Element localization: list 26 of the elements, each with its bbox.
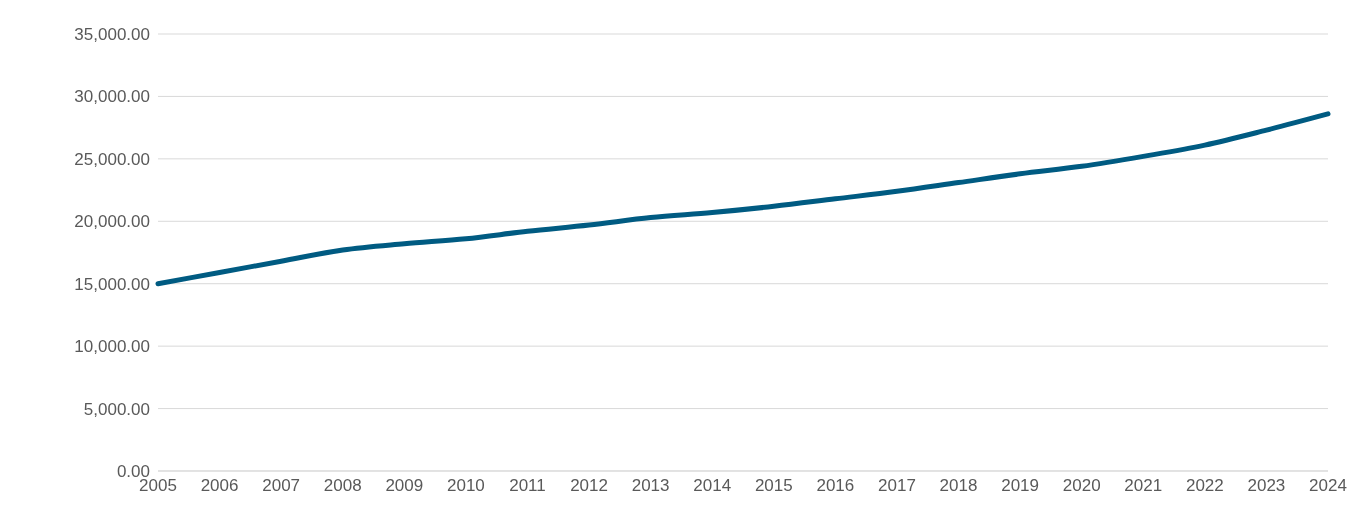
y-tick-label: 25,000.00 — [74, 149, 150, 169]
x-tick-label: 2015 — [754, 476, 793, 496]
x-tick-label: 2013 — [631, 476, 670, 496]
x-tick-label: 2014 — [693, 476, 732, 496]
x-tick-label: 2018 — [939, 476, 978, 496]
x-tick-label: 2024 — [1309, 476, 1347, 496]
x-tick-label: 2019 — [1001, 476, 1040, 496]
y-tick-label: 5,000.00 — [83, 399, 150, 419]
x-tick-label: 2021 — [1124, 476, 1163, 496]
x-tick-label: 2016 — [816, 476, 855, 496]
x-tick-label: 2023 — [1247, 476, 1286, 496]
x-tick-label: 2017 — [878, 476, 916, 496]
y-tick-label: 20,000.00 — [74, 212, 150, 232]
y-tick-label: 35,000.00 — [74, 25, 150, 45]
x-tick-label: 2010 — [446, 476, 485, 496]
y-tick-label: 10,000.00 — [74, 337, 150, 357]
x-tick-label: 2012 — [570, 476, 608, 496]
y-tick-label: 15,000.00 — [74, 274, 150, 294]
x-tick-label: 2020 — [1062, 476, 1101, 496]
y-tick-label: 30,000.00 — [74, 87, 150, 107]
x-tick-label: 2008 — [323, 476, 362, 496]
x-tick-label: 2007 — [262, 476, 301, 496]
x-tick-label: 2011 — [509, 476, 546, 496]
x-tick-label: 2006 — [200, 476, 239, 496]
x-tick-label: 2022 — [1185, 476, 1224, 496]
x-tick-label: 2009 — [385, 476, 424, 496]
